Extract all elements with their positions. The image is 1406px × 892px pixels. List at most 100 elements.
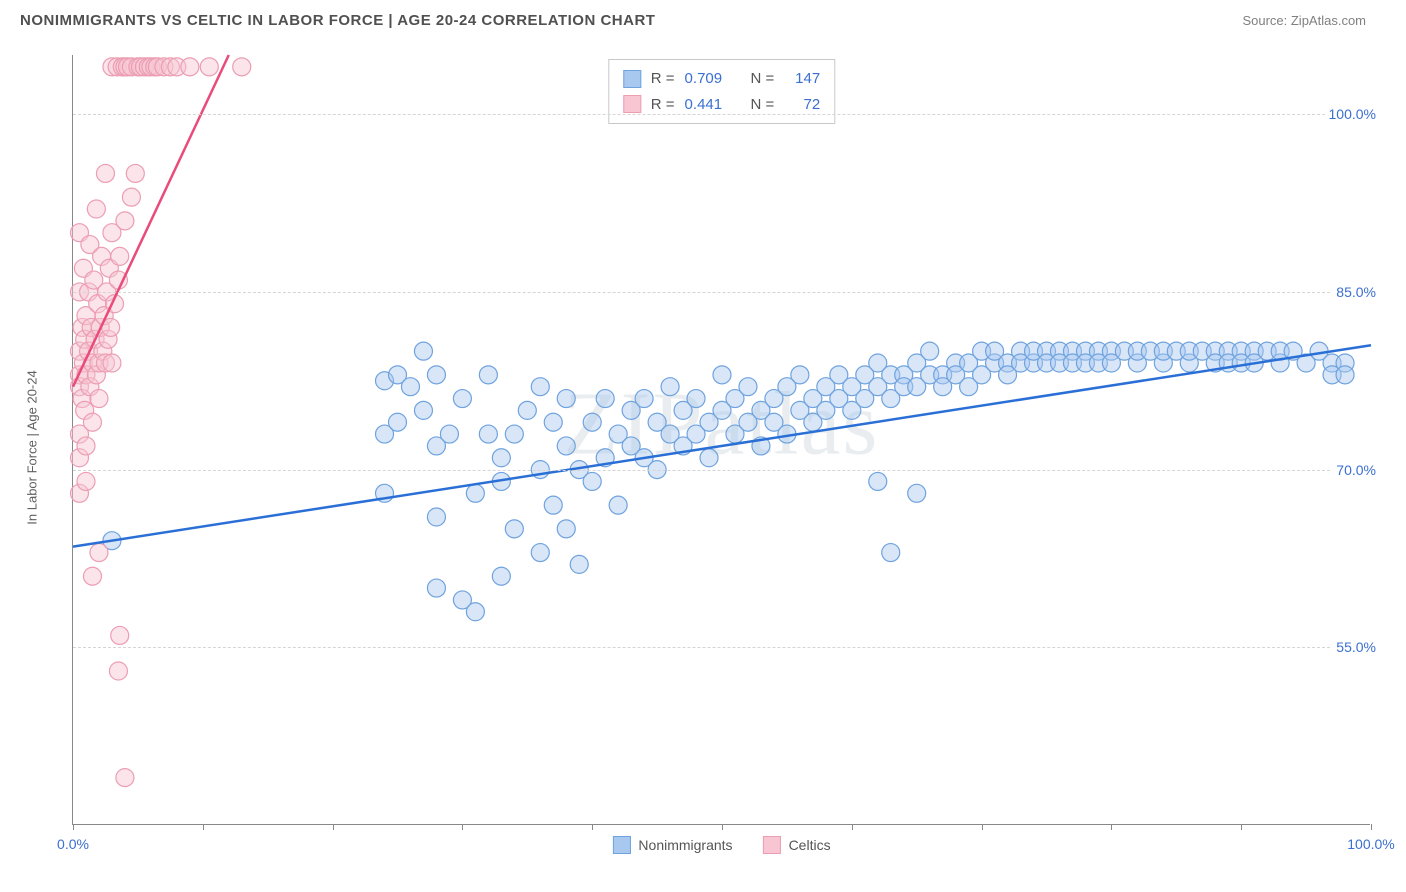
legend-swatch — [623, 70, 641, 88]
scatter-point — [466, 603, 484, 621]
y-tick-label: 70.0% — [1332, 462, 1380, 478]
scatter-point — [116, 212, 134, 230]
legend-swatch — [623, 95, 641, 113]
chart-source: Source: ZipAtlas.com — [1242, 13, 1366, 28]
scatter-point — [116, 769, 134, 787]
legend-label: Nonimmigrants — [638, 837, 732, 853]
scatter-point — [700, 449, 718, 467]
x-tick — [852, 824, 853, 830]
legend-n-label: N = — [750, 66, 774, 92]
scatter-point — [479, 366, 497, 384]
scatter-point — [583, 413, 601, 431]
scatter-point — [90, 390, 108, 408]
legend-r-label: R = — [651, 66, 675, 92]
scatter-point — [77, 472, 95, 490]
legend-item: Nonimmigrants — [612, 836, 732, 854]
scatter-point — [531, 378, 549, 396]
y-tick-label: 100.0% — [1325, 106, 1380, 122]
x-tick — [462, 824, 463, 830]
scatter-point — [83, 413, 101, 431]
scatter-point — [557, 390, 575, 408]
scatter-point — [111, 626, 129, 644]
scatter-point — [583, 472, 601, 490]
scatter-point — [103, 354, 121, 372]
scatter-point — [427, 366, 445, 384]
y-tick-label: 55.0% — [1332, 639, 1380, 655]
scatter-point — [687, 390, 705, 408]
gridline — [73, 647, 1370, 648]
series-legend: Nonimmigrants Celtics — [612, 836, 830, 854]
legend-n-label: N = — [750, 92, 774, 118]
scatter-point — [791, 366, 809, 384]
legend-swatch — [763, 836, 781, 854]
chart-area: In Labor Force | Age 20-24 ZIPatlas R =0… — [50, 55, 1370, 825]
x-tick — [203, 824, 204, 830]
scatter-point — [1336, 366, 1354, 384]
scatter-point — [713, 366, 731, 384]
plot-region: ZIPatlas R =0.709 N =147R =0.441 N =72 N… — [72, 55, 1370, 825]
scatter-point — [427, 579, 445, 597]
scatter-point — [531, 544, 549, 562]
x-tick-label: 100.0% — [1347, 836, 1394, 852]
scatter-point — [505, 425, 523, 443]
legend-n-value: 72 — [784, 92, 820, 118]
scatter-point — [200, 58, 218, 76]
scatter-point — [440, 425, 458, 443]
scatter-point — [414, 401, 432, 419]
x-tick — [333, 824, 334, 830]
legend-row: R =0.709 N =147 — [623, 66, 820, 92]
scatter-point — [77, 437, 95, 455]
scatter-point — [609, 496, 627, 514]
scatter-point — [908, 484, 926, 502]
legend-swatch — [612, 836, 630, 854]
legend-r-label: R = — [651, 92, 675, 118]
scatter-point — [453, 390, 471, 408]
scatter-point — [466, 484, 484, 502]
scatter-point — [492, 567, 510, 585]
scatter-point — [181, 58, 199, 76]
scatter-point — [570, 555, 588, 573]
scatter-svg — [73, 55, 1371, 825]
scatter-point — [869, 472, 887, 490]
scatter-point — [557, 437, 575, 455]
scatter-point — [87, 200, 105, 218]
scatter-point — [122, 188, 140, 206]
scatter-point — [739, 378, 757, 396]
scatter-point — [90, 544, 108, 562]
scatter-point — [544, 413, 562, 431]
scatter-point — [389, 413, 407, 431]
x-tick — [722, 824, 723, 830]
scatter-point — [111, 247, 129, 265]
scatter-point — [596, 390, 614, 408]
scatter-point — [882, 544, 900, 562]
legend-label: Celtics — [789, 837, 831, 853]
x-tick — [73, 824, 74, 830]
y-tick-label: 85.0% — [1332, 284, 1380, 300]
scatter-point — [544, 496, 562, 514]
x-tick — [1241, 824, 1242, 830]
gridline — [73, 292, 1370, 293]
legend-r-value: 0.441 — [685, 92, 723, 118]
chart-header: NONIMMIGRANTS VS CELTIC IN LABOR FORCE |… — [0, 0, 1406, 37]
scatter-point — [492, 449, 510, 467]
scatter-point — [401, 378, 419, 396]
scatter-point — [109, 662, 127, 680]
gridline — [73, 470, 1370, 471]
scatter-point — [427, 508, 445, 526]
scatter-point — [414, 342, 432, 360]
scatter-point — [557, 520, 575, 538]
x-tick — [982, 824, 983, 830]
scatter-point — [921, 342, 939, 360]
x-tick — [1111, 824, 1112, 830]
x-tick-label: 0.0% — [57, 836, 89, 852]
gridline — [73, 114, 1370, 115]
legend-row: R = 0.441 N = 72 — [623, 92, 820, 118]
scatter-point — [233, 58, 251, 76]
x-tick — [592, 824, 593, 830]
scatter-point — [518, 401, 536, 419]
trend-line — [73, 55, 229, 387]
y-axis-label: In Labor Force | Age 20-24 — [25, 370, 40, 524]
legend-n-value: 147 — [784, 66, 820, 92]
chart-title: NONIMMIGRANTS VS CELTIC IN LABOR FORCE |… — [20, 12, 655, 29]
scatter-point — [635, 390, 653, 408]
